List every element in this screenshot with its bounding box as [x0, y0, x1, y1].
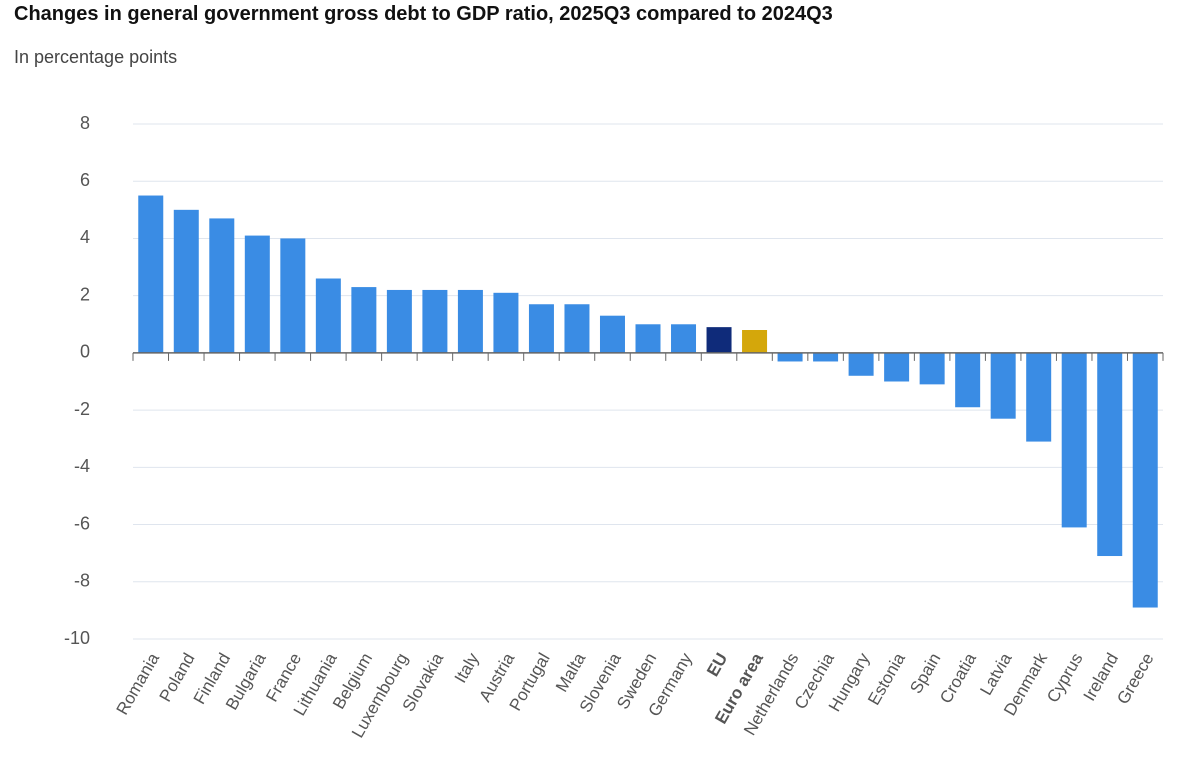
bar	[1097, 352, 1123, 557]
bar	[671, 324, 697, 353]
y-tick-label: 8	[80, 113, 90, 133]
bar	[777, 352, 803, 362]
bar	[919, 352, 945, 385]
bar	[422, 289, 448, 353]
y-tick-label: 4	[80, 227, 90, 247]
bar	[1061, 352, 1087, 528]
bar	[386, 289, 412, 353]
y-tick-label: 6	[80, 170, 90, 190]
y-tick-label: -8	[74, 571, 90, 591]
bar	[635, 324, 661, 353]
bar	[599, 315, 625, 353]
bar	[209, 218, 235, 353]
bar	[706, 327, 732, 353]
bar	[884, 352, 910, 382]
x-tick-label: Croatia	[936, 649, 980, 706]
chart-subtitle: In percentage points	[14, 47, 177, 67]
bar	[1132, 352, 1158, 608]
bar	[990, 352, 1016, 419]
y-tick-label: 0	[80, 342, 90, 362]
bar	[955, 352, 981, 408]
bar	[244, 235, 270, 353]
x-tick-label: EU	[703, 650, 731, 680]
x-tick-label: Italy	[451, 649, 483, 686]
bar	[315, 278, 341, 353]
bar	[528, 304, 554, 353]
bar	[564, 304, 590, 353]
bar	[457, 289, 483, 353]
y-tick-label: 2	[80, 284, 90, 304]
x-tick-label: Spain	[906, 650, 944, 697]
bar	[173, 209, 199, 353]
x-tick-label: Romania	[113, 649, 164, 718]
x-tick-label: Cyprus	[1043, 650, 1086, 706]
bar	[742, 330, 768, 353]
y-tick-label: -2	[74, 399, 90, 419]
chart-title: Changes in general government gross debt…	[14, 3, 833, 25]
bar	[351, 287, 377, 353]
y-tick-label: -10	[64, 628, 90, 648]
x-tick-label: Malta	[552, 649, 590, 695]
y-tick-label: -4	[74, 456, 90, 476]
bar	[848, 352, 874, 376]
bar	[493, 292, 519, 353]
y-tick-label: -6	[74, 513, 90, 533]
bar	[280, 238, 306, 353]
bar	[813, 352, 839, 362]
bar	[1026, 352, 1052, 442]
bar	[138, 195, 164, 353]
